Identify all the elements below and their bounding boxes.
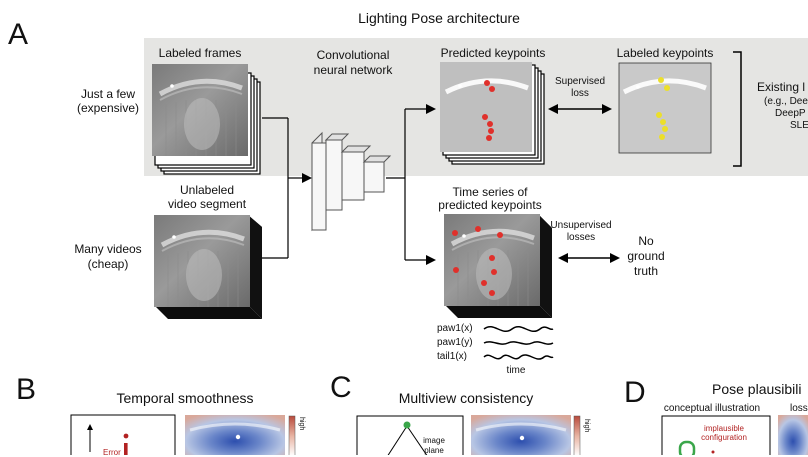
labeled-keypoints-label: Labeled keypoints <box>616 46 714 60</box>
no-ground-truth-2: ground <box>627 249 665 263</box>
row-label-few-1: Just a few <box>80 87 136 101</box>
existing-label-4: SLE <box>790 120 808 131</box>
panel-d-graphics <box>661 415 808 455</box>
unsupervised-losses-label-2: losses <box>566 232 596 243</box>
figure-title: Lighting Pose architecture <box>358 10 520 26</box>
panel-c-title: Multiview consistency <box>398 390 534 406</box>
row-label-many-2: (cheap) <box>87 257 129 271</box>
time-series-cube <box>444 214 552 318</box>
existing-label-3: DeepP <box>775 108 806 119</box>
supervised-loss-label-1: Supervised <box>554 76 606 87</box>
predicted-keypoints-stack <box>440 62 545 165</box>
panel-d-conceptual: conceptual illustration <box>663 403 761 414</box>
trace-axis-time: time <box>506 365 526 376</box>
panel-b-graphics <box>70 414 296 455</box>
labeled-frames-label: Labeled frames <box>158 46 242 60</box>
panel-c-image-plane-2: plane <box>424 446 444 455</box>
output-connectors <box>386 108 428 261</box>
colorbar-b-high: high <box>298 417 306 431</box>
panel-d-implausible-2: configuration <box>701 433 747 442</box>
no-ground-truth-1: No <box>638 234 654 248</box>
cnn-label-1: Convolutional <box>316 48 390 62</box>
panel-b-title: Temporal smoothness <box>116 390 254 406</box>
time-series-label-1: Time series of <box>452 185 528 199</box>
trace-label-paw1y: paw1(y) <box>437 337 473 348</box>
panel-c-image-plane-1: image <box>423 436 445 445</box>
panel-label-c: C <box>330 371 352 404</box>
panel-label-b: B <box>16 373 37 406</box>
time-series-label-2: predicted keypoints <box>438 198 542 212</box>
cnn-label-2: neural network <box>313 63 393 77</box>
labeled-keypoints-frame <box>618 62 712 154</box>
panel-c-graphics <box>356 415 581 455</box>
existing-bracket <box>733 51 742 167</box>
supervised-arrow <box>548 104 612 114</box>
supervised-loss-label-2: loss <box>571 88 589 99</box>
labeled-frames-stack <box>152 64 261 175</box>
unlabeled-video-label-2: video segment <box>167 197 247 211</box>
colorbar-c-high: high <box>583 419 591 433</box>
panel-d-title: Pose plausibili <box>712 381 802 397</box>
panel-label-d: D <box>624 376 646 409</box>
trace-label-tail1x: tail1(x) <box>437 351 468 362</box>
existing-label-2: (e.g., Dee <box>764 96 808 107</box>
unsupervised-losses-label-1: Unsupervised <box>550 220 612 231</box>
unlabeled-video-cube <box>154 215 262 319</box>
panel-d-implausible-1: implausible <box>703 424 745 433</box>
row-label-many-1: Many videos <box>74 242 142 256</box>
panel-d-loss: loss <box>790 403 808 414</box>
trace-waves <box>483 326 554 360</box>
input-connectors <box>262 117 304 259</box>
row-label-few-2: (expensive) <box>76 101 140 115</box>
trace-label-paw1x: paw1(x) <box>437 323 473 334</box>
unlabeled-video-label-1: Unlabeled <box>179 183 235 197</box>
predicted-keypoints-label: Predicted keypoints <box>440 46 546 60</box>
panel-label-a: A <box>8 18 29 51</box>
unsupervised-arrow <box>558 253 620 263</box>
panel-b-error: Error <box>103 448 121 457</box>
existing-label-1: Existing l <box>757 80 806 94</box>
no-ground-truth-3: truth <box>633 264 659 278</box>
cnn-blocks <box>311 131 392 232</box>
